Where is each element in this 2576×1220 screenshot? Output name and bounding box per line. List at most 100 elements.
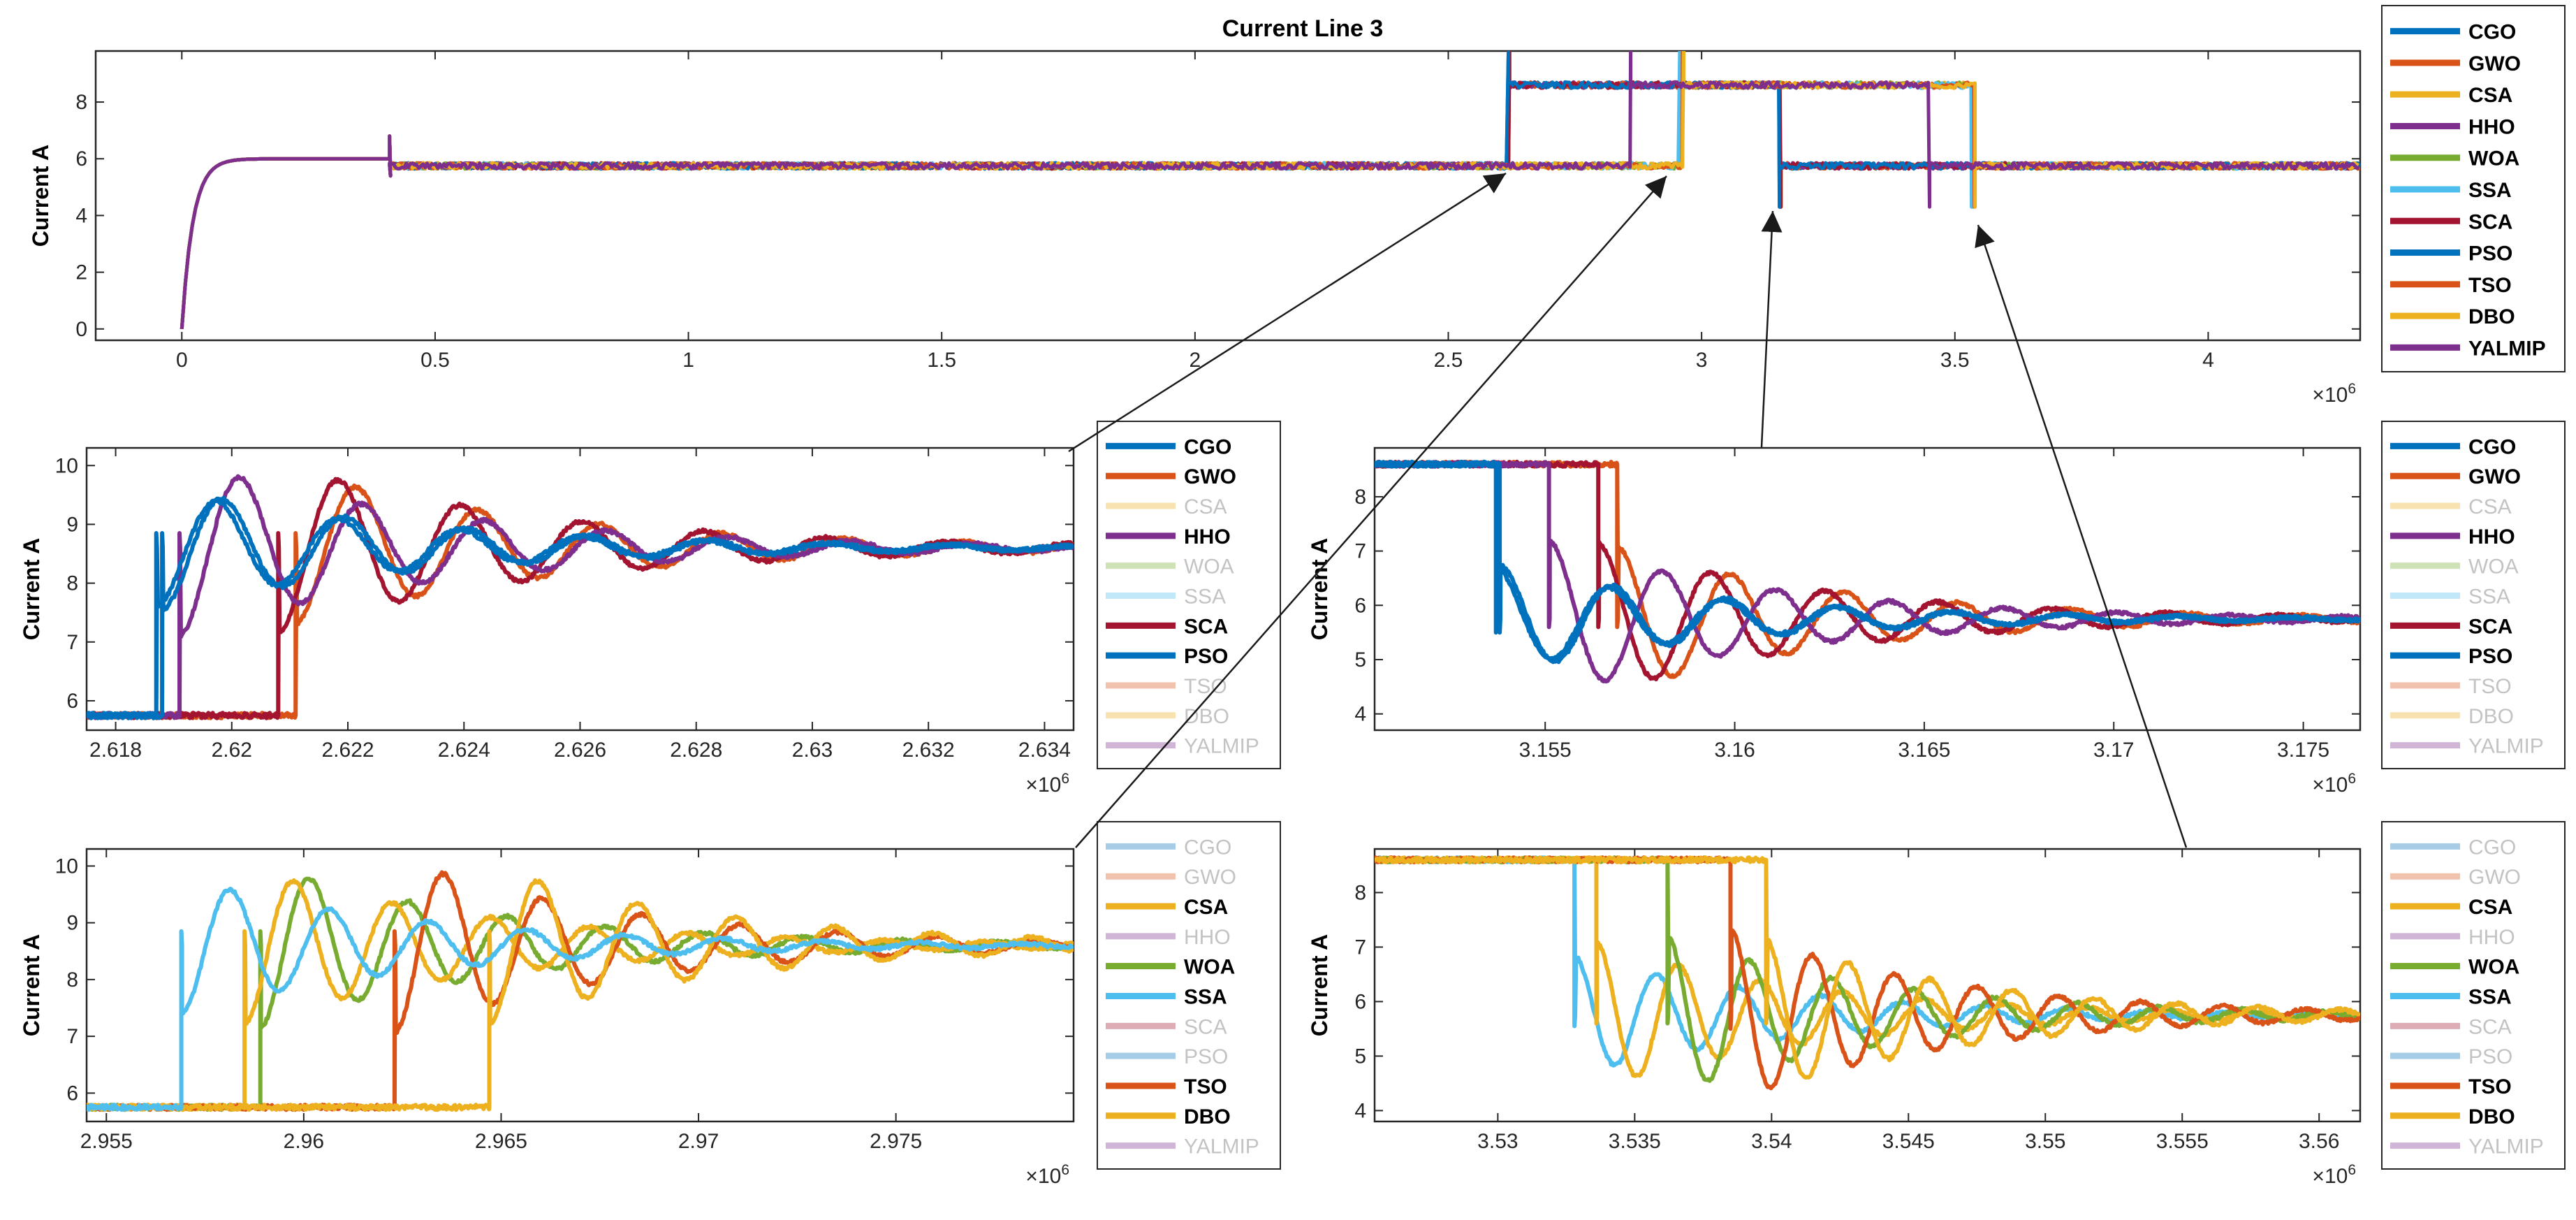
legend-item-csa[interactable]: CSA [2390, 495, 2512, 518]
legend-item-pso[interactable]: PSO [2390, 645, 2512, 668]
legend-label: YALMIP [2468, 735, 2544, 758]
x-tick-label: 3.54 [1751, 1130, 1792, 1153]
legend-label: SSA [1184, 986, 1227, 1009]
legend-item-sca[interactable]: SCA [1106, 615, 1228, 638]
legend-item-dbo[interactable]: DBO [2390, 305, 2515, 328]
legend-label: CSA [1184, 495, 1227, 518]
legend-item-hho[interactable]: HHO [1106, 525, 1231, 549]
legend-item-yalmip[interactable]: YALMIP [1106, 735, 1259, 758]
legend-zoom4: CGO GWO CSA HHO WOA SSA SCA PSO TSO DBO YALMIP [2381, 821, 2566, 1170]
x-tick-label: 3.175 [2277, 739, 2329, 762]
x-exponent-label: ×106 [1025, 771, 1069, 797]
x-tick-label: 2.626 [554, 739, 606, 762]
legend-label: CGO [2468, 21, 2516, 44]
y-tick-label: 2 [75, 261, 87, 284]
legend-item-csa[interactable]: CSA [2390, 896, 2512, 919]
legend-item-gwo[interactable]: GWO [2390, 465, 2521, 488]
legend-label: DBO [2468, 705, 2514, 728]
x-tick-label: 2.62 [212, 739, 252, 762]
legend-item-tso[interactable]: TSO [2390, 1075, 2512, 1098]
legend-item-sca[interactable]: SCA [2390, 210, 2512, 233]
legend-zoom3: CGO GWO CSA HHO WOA SSA SCA PSO TSO DBO YALMIP [1097, 821, 1281, 1170]
legend-box [1097, 421, 1281, 769]
legend-label: DBO [2468, 1105, 2515, 1128]
legend-item-yalmip[interactable]: YALMIP [2390, 337, 2546, 360]
plot-area [96, 51, 2360, 340]
legend-label: PSO [2468, 1045, 2512, 1068]
x-tick-label: 2.628 [670, 739, 722, 762]
legend-item-pso[interactable]: PSO [1106, 1045, 1228, 1068]
legend-item-gwo[interactable]: GWO [2390, 866, 2521, 889]
legend-item-csa[interactable]: CSA [2390, 84, 2512, 107]
legend-item-gwo[interactable]: GWO [1106, 866, 1236, 889]
legend-item-cgo[interactable]: CGO [1106, 836, 1231, 859]
legend-item-tso[interactable]: TSO [1106, 1075, 1227, 1098]
series-line-ssa [87, 887, 1074, 1112]
series-line-dbo [1375, 855, 2360, 1080]
legend-item-dbo[interactable]: DBO [2390, 1105, 2515, 1128]
legend-label: WOA [2468, 956, 2519, 979]
legend-item-ssa[interactable]: SSA [2390, 179, 2512, 202]
x-tick-label: 2.975 [870, 1130, 922, 1153]
legend-item-cgo[interactable]: CGO [2390, 21, 2516, 44]
series-line-yalmip [180, 51, 2359, 329]
legend-item-yalmip[interactable]: YALMIP [2390, 735, 2544, 758]
legend-item-yalmip[interactable]: YALMIP [2390, 1135, 2544, 1159]
legend-item-hho[interactable]: HHO [2390, 115, 2515, 138]
legend-item-cgo[interactable]: CGO [1106, 435, 1231, 458]
legend-item-pso[interactable]: PSO [2390, 1045, 2512, 1068]
legend-item-woa[interactable]: WOA [2390, 147, 2519, 170]
axes-main: 0 0.5 1 1.5 2 2.5 3 3.5 4 0 2 4 6 8 Current A ×106 [28, 50, 2362, 407]
legend-item-ssa[interactable]: SSA [2390, 586, 2510, 609]
legend-item-gwo[interactable]: GWO [1106, 465, 1236, 488]
legend-item-ssa[interactable]: SSA [2390, 986, 2512, 1009]
legend-label: WOA [1184, 956, 1235, 979]
legend-item-ssa[interactable]: SSA [1106, 986, 1227, 1009]
plot-area [87, 849, 1074, 1121]
y-tick-label: 5 [1354, 648, 1366, 671]
legend-item-hho[interactable]: HHO [2390, 926, 2515, 949]
legend-label: TSO [2468, 675, 2512, 698]
legend-item-hho[interactable]: HHO [2390, 525, 2515, 549]
legend-item-sca[interactable]: SCA [2390, 615, 2512, 638]
legend-item-tso[interactable]: TSO [2390, 675, 2512, 698]
zoom3-series [87, 870, 1074, 1112]
legend-item-dbo[interactable]: DBO [2390, 705, 2514, 728]
legend-item-hho[interactable]: HHO [1106, 926, 1231, 949]
y-tick-label: 10 [55, 855, 78, 878]
legend-item-woa[interactable]: WOA [1106, 555, 1234, 579]
y-tick-label: 7 [1354, 936, 1366, 959]
legend-label: GWO [1184, 866, 1236, 889]
legend-label: SSA [2468, 986, 2512, 1009]
legend-item-pso[interactable]: PSO [2390, 242, 2512, 266]
legend-item-sca[interactable]: SCA [2390, 1015, 2512, 1038]
legend-item-cgo[interactable]: CGO [2390, 435, 2516, 458]
legend-item-sca[interactable]: SCA [1106, 1015, 1227, 1038]
legend-item-csa[interactable]: CSA [1106, 896, 1228, 919]
legend-zoom2: CGO GWO CSA HHO WOA SSA SCA PSO TSO DBO YALMIP [2381, 421, 2566, 769]
legend-item-dbo[interactable]: DBO [1106, 1105, 1231, 1128]
legend-item-yalmip[interactable]: YALMIP [1106, 1135, 1259, 1159]
legend-item-woa[interactable]: WOA [2390, 956, 2519, 979]
legend-item-cgo[interactable]: CGO [2390, 836, 2516, 859]
legend-item-csa[interactable]: CSA [1106, 495, 1227, 518]
legend-label: CSA [2468, 495, 2512, 518]
legend-item-ssa[interactable]: SSA [1106, 586, 1226, 609]
x-tick-label: 3.17 [2093, 739, 2134, 762]
legend-label: HHO [2468, 525, 2515, 549]
legend-item-gwo[interactable]: GWO [2390, 52, 2521, 75]
legend-label: SSA [2468, 586, 2510, 609]
legend-item-dbo[interactable]: DBO [1106, 705, 1229, 728]
legend-item-tso[interactable]: TSO [1106, 675, 1227, 698]
y-tick-label: 6 [66, 1082, 78, 1105]
y-tick-label: 8 [66, 572, 78, 595]
legend-label: HHO [2468, 115, 2515, 138]
legend-item-woa[interactable]: WOA [2390, 555, 2519, 579]
legend-label: SCA [1184, 615, 1228, 638]
y-tick-label: 10 [55, 454, 78, 477]
x-tick-label: 3.165 [1898, 739, 1950, 762]
legend-item-tso[interactable]: TSO [2390, 274, 2512, 297]
legend-item-woa[interactable]: WOA [1106, 956, 1235, 979]
legend-item-pso[interactable]: PSO [1106, 645, 1228, 668]
y-tick-label: 0 [75, 318, 87, 341]
